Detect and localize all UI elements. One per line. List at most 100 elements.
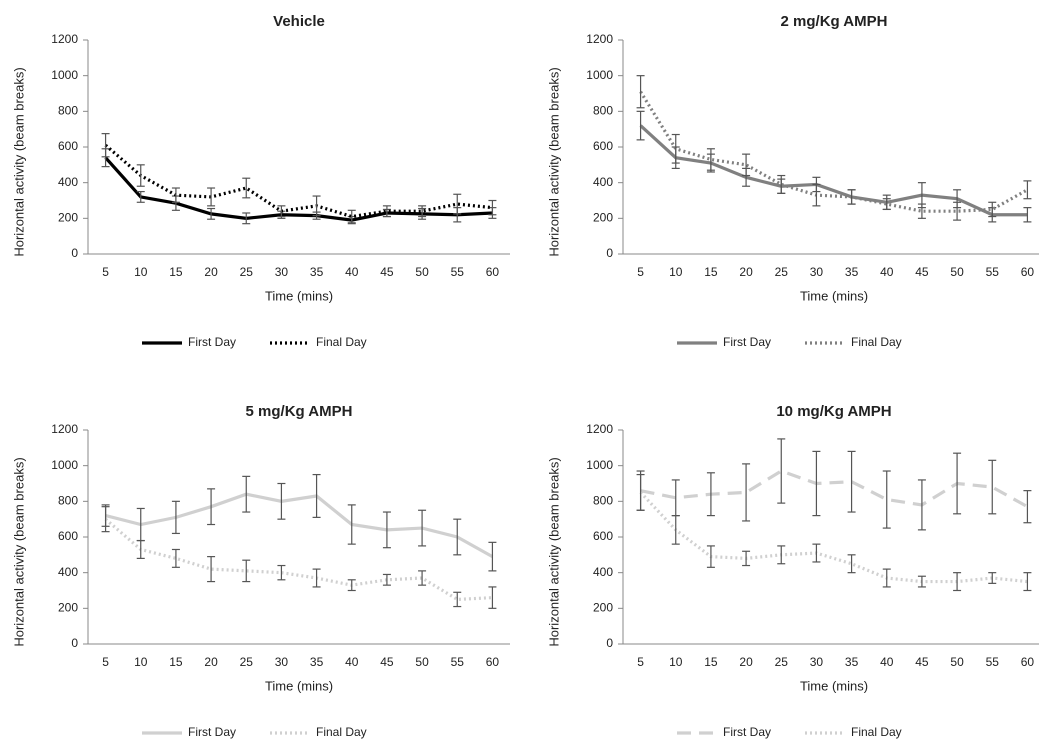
x-tick-label: 35 <box>845 265 859 279</box>
series-line <box>639 124 1028 217</box>
error-bar <box>812 543 821 563</box>
error-bar <box>382 573 391 586</box>
error-bar <box>671 133 680 164</box>
error-bar <box>242 475 251 513</box>
y-tick-label: 0 <box>606 246 613 260</box>
x-tick-label: 40 <box>345 655 359 669</box>
x-tick-label: 55 <box>451 655 465 669</box>
error-bar <box>882 198 891 211</box>
y-tick-label: 600 <box>593 529 613 543</box>
error-bar <box>277 205 286 218</box>
x-tick-label: 20 <box>204 655 218 669</box>
x-tick-label: 50 <box>950 655 964 669</box>
chart-panel: 0 200 400 600 800 1000 1200 5 10 15 20 25 30 35 40 45 50… <box>546 13 1039 349</box>
error-bar <box>1023 207 1032 223</box>
x-tick-label: 60 <box>486 265 500 279</box>
error-bar <box>742 153 751 177</box>
y-tick-label: 400 <box>58 175 78 189</box>
y-axis-title: Horizontal activity (beam breaks) <box>11 457 26 646</box>
error-bar <box>488 586 497 609</box>
error-bar <box>136 190 145 203</box>
x-tick-label: 25 <box>240 265 254 279</box>
y-tick-label: 600 <box>58 139 78 153</box>
x-tick-label: 55 <box>986 265 1000 279</box>
y-tick-label: 800 <box>593 104 613 118</box>
x-tick-label: 40 <box>880 655 894 669</box>
error-bar <box>171 548 180 568</box>
y-tick-label: 1200 <box>586 32 613 46</box>
x-tick-label: 60 <box>1021 655 1035 669</box>
x-tick-label: 10 <box>134 265 148 279</box>
error-bar <box>706 545 715 568</box>
series-line <box>104 144 493 219</box>
error-bar <box>671 514 680 545</box>
error-bar <box>636 110 645 141</box>
chart-panel: 0 200 400 600 800 1000 1200 5 10 15 20 25 30 35 40 45 50… <box>546 403 1039 739</box>
chart-title: 5 mg/Kg AMPH <box>246 403 353 420</box>
y-tick-label: 400 <box>58 565 78 579</box>
error-bar <box>453 193 462 215</box>
legend-label: First Day <box>723 725 771 739</box>
legend-label: Final Day <box>851 725 902 739</box>
y-tick-label: 600 <box>593 139 613 153</box>
error-bar <box>347 209 356 224</box>
error-bar <box>277 482 286 520</box>
chart-title: Vehicle <box>273 13 325 30</box>
y-tick-label: 800 <box>593 494 613 508</box>
x-tick-label: 30 <box>810 655 824 669</box>
series-line <box>640 469 1029 509</box>
error-bar <box>312 473 321 518</box>
x-tick-label: 55 <box>451 265 465 279</box>
error-bar <box>418 509 427 547</box>
x-tick-label: 5 <box>102 265 109 279</box>
x-tick-label: 5 <box>102 655 109 669</box>
y-tick-label: 1000 <box>51 458 78 472</box>
x-tick-label: 50 <box>415 265 429 279</box>
error-bar <box>847 450 856 513</box>
legend-label: First Day <box>723 335 771 349</box>
x-tick-label: 35 <box>310 265 324 279</box>
error-bar <box>706 148 715 171</box>
x-tick-label: 15 <box>169 265 183 279</box>
y-tick-label: 600 <box>58 529 78 543</box>
x-tick-label: 35 <box>845 655 859 669</box>
x-tick-label: 45 <box>915 655 929 669</box>
x-tick-label: 25 <box>775 655 789 669</box>
x-tick-label: 60 <box>486 655 500 669</box>
error-bar <box>953 452 962 515</box>
x-tick-label: 15 <box>704 655 718 669</box>
x-tick-label: 10 <box>669 655 683 669</box>
error-bar <box>988 572 997 584</box>
error-bar <box>382 511 391 549</box>
chart-panel: 0 200 400 600 800 1000 1200 5 10 15 20 25 30 35 40 45 50… <box>11 403 510 739</box>
y-tick-label: 0 <box>606 636 613 650</box>
y-tick-label: 400 <box>593 175 613 189</box>
y-tick-label: 400 <box>593 565 613 579</box>
y-tick-label: 200 <box>58 211 78 225</box>
x-tick-label: 30 <box>275 265 289 279</box>
x-tick-label: 25 <box>775 265 789 279</box>
y-tick-label: 1200 <box>51 32 78 46</box>
chart-title: 2 mg/Kg AMPH <box>781 13 888 30</box>
error-bar <box>882 568 891 588</box>
y-tick-label: 1000 <box>586 68 613 82</box>
x-tick-label: 10 <box>669 265 683 279</box>
y-tick-label: 200 <box>593 211 613 225</box>
error-bar <box>418 570 427 586</box>
y-tick-label: 200 <box>58 601 78 615</box>
x-tick-label: 10 <box>134 655 148 669</box>
legend-label: First Day <box>188 725 236 739</box>
chart-title: 10 mg/Kg AMPH <box>776 403 891 420</box>
error-bar <box>101 133 110 158</box>
error-bar <box>953 572 962 592</box>
x-tick-label: 30 <box>810 265 824 279</box>
x-tick-label: 60 <box>1021 265 1035 279</box>
x-tick-label: 45 <box>380 265 394 279</box>
series-line <box>104 517 493 602</box>
x-tick-label: 20 <box>739 655 753 669</box>
x-tick-label: 50 <box>415 655 429 669</box>
error-bar <box>382 205 391 218</box>
error-bar <box>917 575 926 588</box>
y-tick-label: 1200 <box>51 422 78 436</box>
